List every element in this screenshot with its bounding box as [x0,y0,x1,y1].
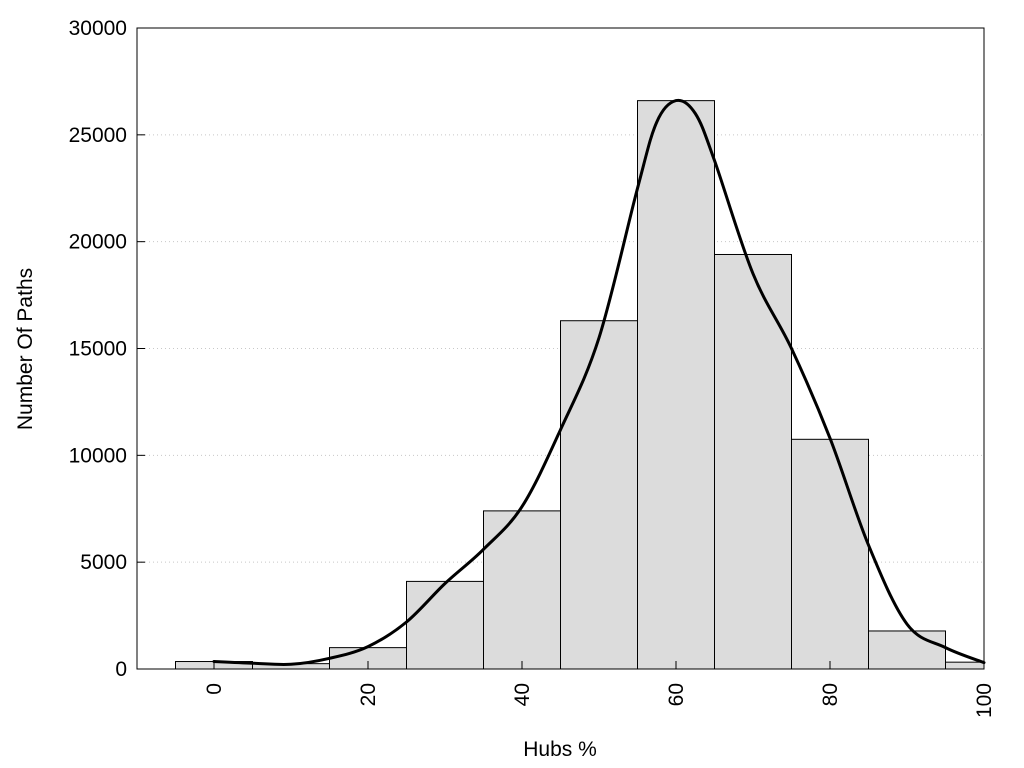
y-tick-label: 10000 [69,444,127,467]
histogram-bars [175,100,985,670]
x-tick-label: 100 [973,683,996,718]
x-axis-title: Hubs % [523,738,597,761]
x-tick-label: 40 [511,683,534,706]
histogram-bar [406,580,484,670]
x-tick-label: 60 [665,683,688,706]
histogram-bar [637,100,715,670]
x-tick-label: 80 [819,683,842,706]
histogram-bar [560,320,638,670]
x-tick-label: 0 [203,683,226,695]
y-tick-label: 25000 [69,124,127,147]
histogram-bar [945,661,985,670]
histogram-bar [791,438,869,670]
histogram-bar [483,510,561,670]
x-axis-ticks: 0 20 40 60 80 100 [203,661,996,718]
x-tick-label: 20 [357,683,380,706]
histogram-bar [868,630,946,670]
y-axis-title: Number Of Paths [14,268,37,430]
y-tick-label: 30000 [69,17,127,40]
y-tick-label: 5000 [80,551,127,574]
y-tick-label: 20000 [69,231,127,254]
y-axis-ticks: 0 5000 10000 15000 20000 25000 30000 [69,17,145,681]
histogram-bar [714,253,792,670]
y-tick-label: 15000 [69,338,127,361]
y-tick-label: 0 [115,658,127,681]
density-curve [212,98,986,667]
